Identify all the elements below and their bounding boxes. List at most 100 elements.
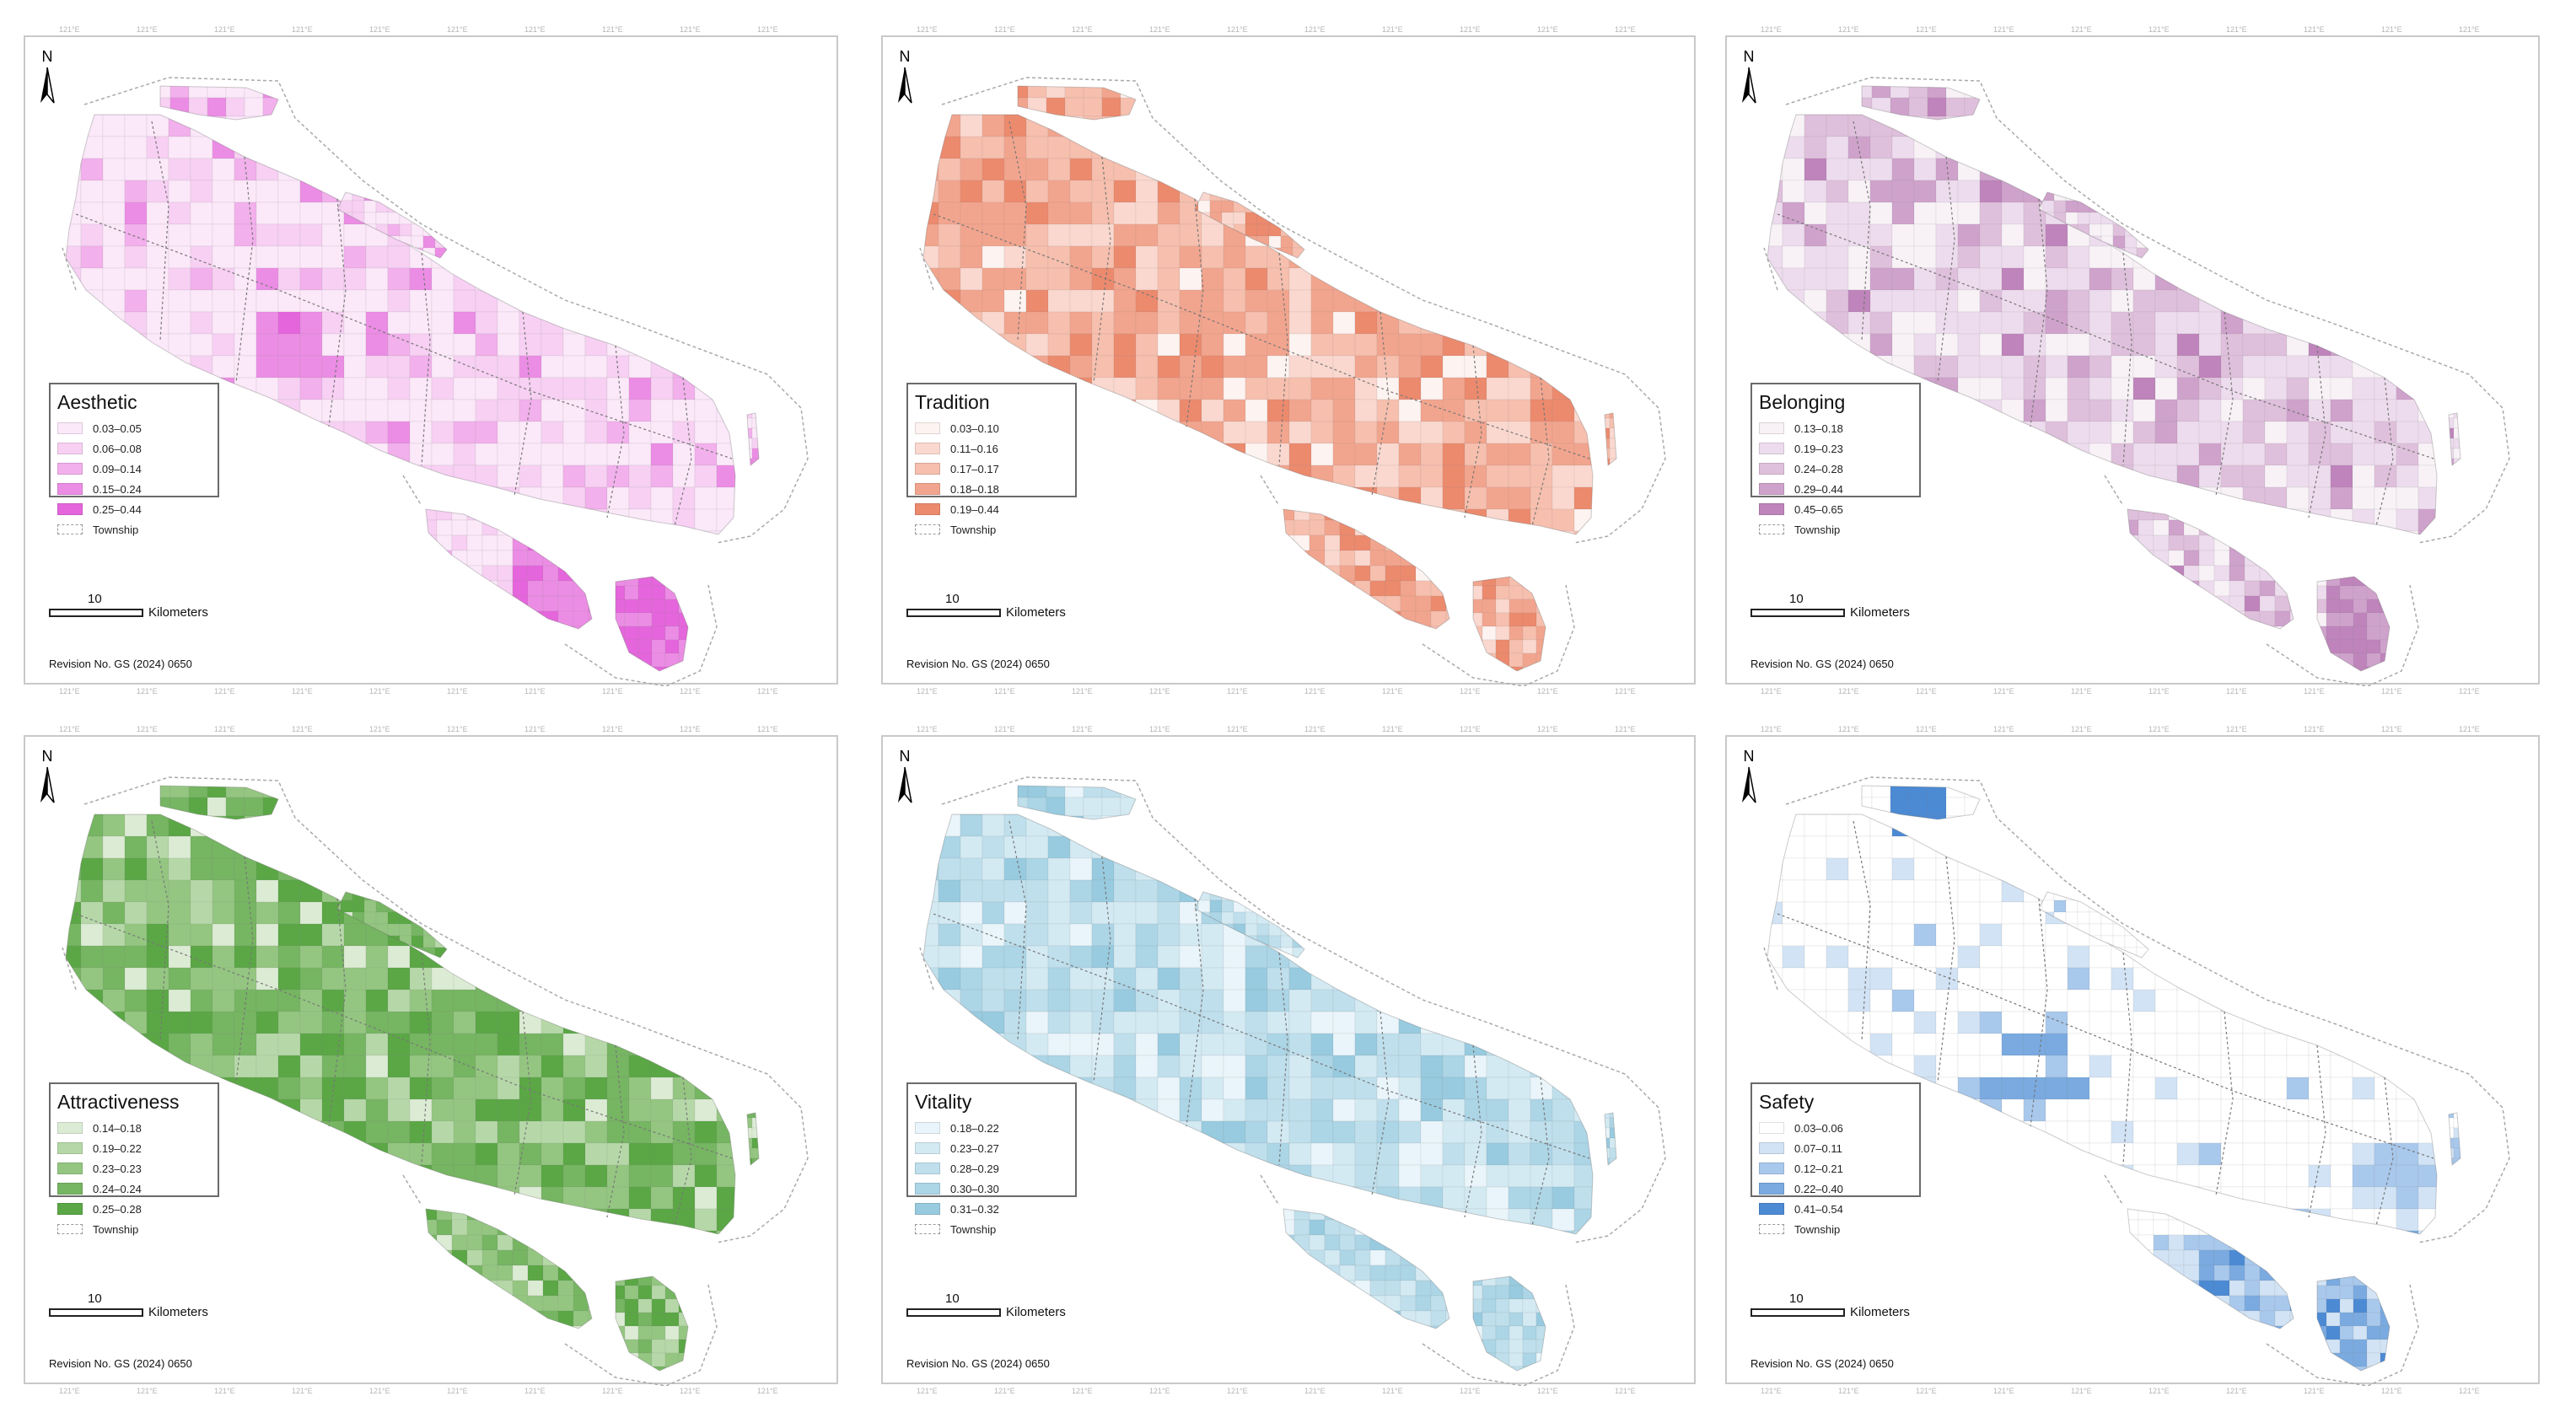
coordinate-tick-label: 121°E: [757, 687, 778, 695]
island-outline: [2127, 508, 2294, 630]
coordinate-tick-label: 121°E: [59, 25, 80, 34]
coordinate-tick-label: 121°E: [1615, 1387, 1636, 1395]
township-boundary: [1937, 156, 1955, 384]
legend-swatch: [915, 1142, 940, 1154]
map-panel-safety: 121°E 121°E 121°E 121°E 121°E 121°E 121°E 121°E…: [1725, 725, 2540, 1395]
coordinate-tick-label: 121°E: [137, 1387, 158, 1395]
township-boundary: [2122, 252, 2132, 466]
map-canvas: [898, 766, 1666, 1386]
township-boundary: [2308, 1044, 2326, 1218]
legend: Aesthetic 0.03–0.05 0.06–0.08 0.09–0.14 0.15…: [49, 383, 219, 536]
legend-label: 0.13–0.18: [1794, 422, 1843, 435]
scale-value: 10: [1789, 1291, 1804, 1306]
scale-bar-graphic: [49, 609, 143, 617]
island-outline: [1283, 508, 1450, 630]
coordinate-tick-label: 121°E: [137, 687, 158, 695]
legend-label: Township: [93, 523, 139, 536]
island-outline: [1017, 85, 1137, 121]
township-boundary: [2122, 952, 2132, 1166]
township-swatch: [915, 524, 940, 534]
coordinate-tick-label: 121°E: [1993, 1387, 2014, 1395]
island-outline: [1604, 412, 1617, 466]
island-outline: [1604, 1112, 1617, 1166]
coordinate-tick-label: 121°E: [369, 25, 390, 34]
coordinate-tick-label: 121°E: [2304, 1387, 2325, 1395]
island-outline: [336, 191, 448, 259]
north-arrow: N: [1734, 49, 1764, 64]
legend-label: 0.07–0.11: [1794, 1141, 1842, 1155]
north-label: N: [899, 48, 911, 65]
township-boundary: [235, 156, 254, 384]
township-outline: [1763, 77, 2510, 686]
legend-swatch: [1759, 422, 1784, 434]
coordinate-tick-label: 121°E: [2459, 725, 2480, 733]
legend-label: 0.09–0.14: [93, 462, 142, 475]
map-panel-belonging: 121°E 121°E 121°E 121°E 121°E 121°E 121°E 121°E…: [1725, 25, 2540, 695]
coordinate-tick-label: 121°E: [2304, 725, 2325, 733]
legend-item: 0.06–0.08: [57, 438, 218, 459]
island-outline: [1017, 785, 1137, 820]
revision-note: Revision No. GS (2024) 0650: [1750, 1357, 1894, 1370]
coordinate-tick-label: 121°E: [369, 687, 390, 695]
map-canvas: [1742, 766, 2510, 1386]
legend-label: 0.15–0.24: [93, 482, 142, 496]
island-outline: [1194, 191, 1305, 259]
island-outline: [1472, 576, 1546, 672]
island-outline: [2316, 576, 2390, 672]
legend-swatch: [915, 1122, 940, 1134]
legend-title: Attractiveness: [57, 1091, 180, 1113]
map-panel-tradition: 121°E 121°E 121°E 121°E 121°E 121°E 121°E 121°E…: [881, 25, 1696, 695]
map-panel-aesthetic: 121°E 121°E 121°E 121°E 121°E 121°E 121°E 121°E…: [24, 25, 838, 695]
legend-item: 0.45–0.65: [1759, 499, 1919, 519]
township-boundary: [933, 213, 1590, 459]
legend-label: 0.22–0.40: [1794, 1182, 1843, 1195]
legend-label: 0.23–0.23: [93, 1162, 142, 1175]
legend-item: 0.29–0.44: [1759, 479, 1919, 499]
legend-label: 0.25–0.28: [93, 1202, 142, 1216]
township-boundary: [1464, 345, 1482, 518]
coordinate-tick-label: 121°E: [1460, 1387, 1481, 1395]
coordinate-tick-label: 121°E: [1149, 25, 1170, 34]
coordinate-tick-label: 121°E: [1227, 1387, 1248, 1395]
legend-label: 0.18–0.18: [950, 482, 999, 496]
village-cells: [616, 577, 688, 671]
north-arrow-icon: [40, 767, 47, 803]
coordinate-tick-label: 121°E: [292, 725, 313, 733]
map-canvas: [40, 67, 809, 686]
legend-item: 0.23–0.27: [915, 1138, 1075, 1158]
coordinate-tick-label: 121°E: [1149, 687, 1170, 695]
township-swatch: [1759, 1224, 1784, 1234]
legend: Belonging 0.13–0.18 0.19–0.23 0.24–0.28 0.29…: [1750, 383, 1921, 536]
scale-value: 10: [945, 1291, 960, 1306]
island-outline: [1861, 85, 1981, 121]
legend-swatch: [57, 1183, 83, 1195]
township-boundary: [1278, 952, 1288, 1166]
legend-swatch: [57, 503, 83, 515]
island-outline: [2448, 412, 2461, 466]
township-boundary: [1371, 1011, 1390, 1196]
legend-item: 0.17–0.17: [915, 459, 1075, 479]
township-boundary: [606, 1044, 625, 1218]
scale-bar-graphic: [1750, 609, 1845, 617]
legend-item-township: Township: [57, 1219, 218, 1239]
legend-item: 0.31–0.32: [915, 1199, 1075, 1219]
township-boundary: [75, 213, 733, 459]
north-label: N: [899, 748, 911, 765]
revision-note: Revision No. GS (2024) 0650: [49, 1357, 192, 1370]
revision-note: Revision No. GS (2024) 0650: [906, 1357, 1050, 1370]
island-outline: [425, 1208, 593, 1329]
legend-label: 0.31–0.32: [950, 1202, 999, 1216]
map-canvas: [1742, 67, 2510, 686]
coordinate-tick-label: 121°E: [1615, 25, 1636, 34]
legend-label: Township: [93, 1222, 139, 1236]
island-outline: [1283, 1208, 1450, 1329]
island-outline: [615, 1275, 689, 1372]
coordinate-tick-label: 121°E: [1916, 1387, 1937, 1395]
township-boundary: [2030, 198, 2048, 427]
village-cells: [2449, 413, 2460, 465]
coordinate-tick-label: 121°E: [214, 25, 235, 34]
township-swatch: [57, 1224, 83, 1234]
village-cells: [1283, 1209, 1449, 1329]
legend-label: Township: [1794, 523, 1841, 536]
township-outline: [62, 77, 809, 686]
